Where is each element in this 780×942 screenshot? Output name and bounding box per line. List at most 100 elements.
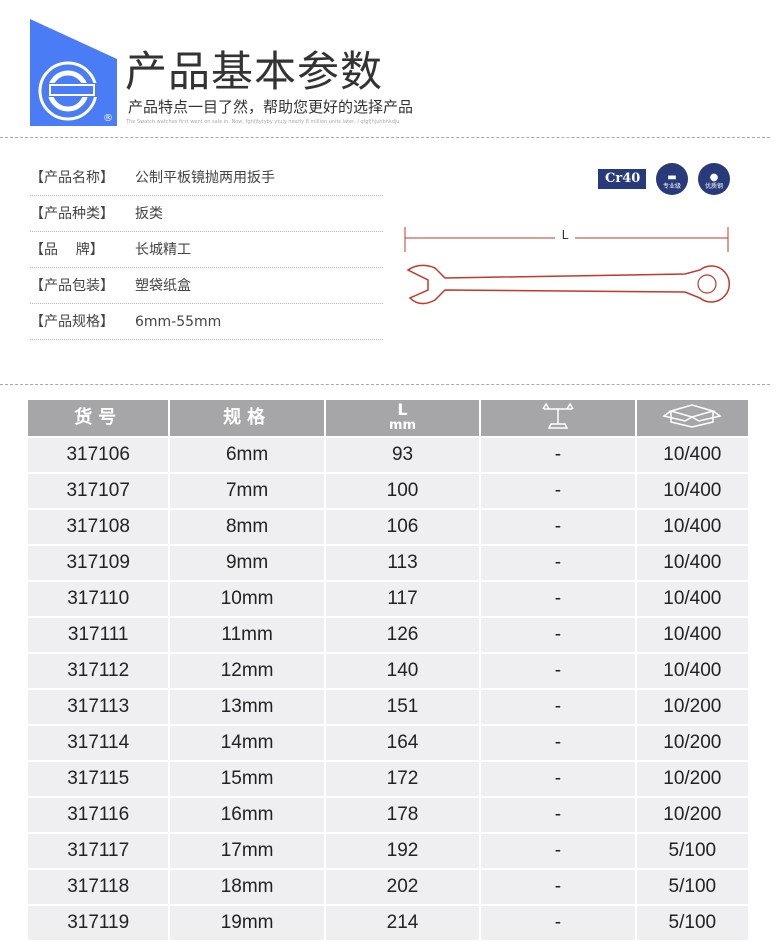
dimension-label: L xyxy=(562,228,569,242)
cell-length: 106 xyxy=(325,510,480,544)
cell-length: 117 xyxy=(325,582,480,616)
info-key: 【品 牌】 xyxy=(30,241,104,258)
table-row: 317117 17mm 192-5/100 xyxy=(28,834,748,868)
cell-size: 6mm xyxy=(170,438,324,472)
cell-part-number: 317113 xyxy=(28,690,169,724)
cell-part-number: 317119 xyxy=(28,906,169,940)
pro-grade-badge: ▬ 专业级 xyxy=(656,163,688,195)
cell-packaging: 10/200 xyxy=(636,726,748,760)
cell-length: 151 xyxy=(325,690,480,724)
length-unit: mm xyxy=(388,418,417,433)
divider xyxy=(0,137,770,138)
cell-part-number: 317115 xyxy=(28,762,169,796)
cell-part-number: 317112 xyxy=(28,654,169,688)
info-row: 【产品种类】 扳类 xyxy=(30,196,383,232)
cell-length: 178 xyxy=(325,798,480,832)
cell-length: 214 xyxy=(325,906,480,940)
cell-size: 9mm xyxy=(170,546,324,580)
table-row: 317107 7mm 100-10/400 xyxy=(28,474,748,508)
cell-packaging: 5/100 xyxy=(636,870,748,904)
table-row: 317109 9mm 113-10/400 xyxy=(28,546,748,580)
cell-packaging: 10/400 xyxy=(636,618,748,652)
cell-size: 10mm xyxy=(170,582,324,616)
cell-part-number: 317118 xyxy=(28,870,169,904)
table-row: 317115 15mm 172-10/200 xyxy=(28,762,748,796)
cell-packaging: 10/200 xyxy=(636,690,748,724)
cell-length: 126 xyxy=(325,618,480,652)
material-badge: Cr40 xyxy=(598,169,646,189)
info-key: 【产品名称】 xyxy=(30,169,114,186)
cell-packaging: 10/200 xyxy=(636,762,748,796)
cell-weight: - xyxy=(481,906,635,940)
brand-logo: ® xyxy=(30,19,117,126)
table-row: 317116 16mm 178-10/200 xyxy=(28,798,748,832)
product-info: 【产品名称】 公制平板镜抛两用扳手 【产品种类】 扳类 【品 牌】 长城精工 【产品包… xyxy=(30,160,383,340)
col-weight xyxy=(481,400,635,436)
cell-weight: - xyxy=(481,762,635,796)
cell-size: 15mm xyxy=(170,762,324,796)
cell-packaging: 10/400 xyxy=(636,438,748,472)
cell-size: 7mm xyxy=(170,474,324,508)
table-row: 317114 14mm 164-10/200 xyxy=(28,726,748,760)
cell-part-number: 317106 xyxy=(28,438,169,472)
cell-weight: - xyxy=(481,510,635,544)
car-icon: ▬ xyxy=(667,172,677,183)
info-value: 扳类 xyxy=(135,205,163,222)
cell-part-number: 317114 xyxy=(28,726,169,760)
cell-part-number: 317111 xyxy=(28,618,169,652)
table-row: 317118 18mm 202-5/100 xyxy=(28,870,748,904)
cell-packaging: 10/400 xyxy=(636,546,748,580)
cell-length: 164 xyxy=(325,726,480,760)
cell-size: 18mm xyxy=(170,870,324,904)
quality-steel-badge: ● 优质钢 xyxy=(698,163,730,195)
fine-print: The Swatch watches first went on sale in… xyxy=(126,119,400,125)
info-row: 【品 牌】 长城精工 xyxy=(30,232,383,268)
length-label: L xyxy=(397,400,408,419)
cell-size: 17mm xyxy=(170,834,324,868)
cell-packaging: 5/100 xyxy=(636,906,748,940)
info-row: 【产品规格】 6mm-55mm xyxy=(30,304,383,340)
cell-part-number: 317116 xyxy=(28,798,169,832)
info-value: 公制平板镜抛两用扳手 xyxy=(135,169,275,186)
cell-weight: - xyxy=(481,474,635,508)
cell-length: 192 xyxy=(325,834,480,868)
info-row: 【产品名称】 公制平板镜抛两用扳手 xyxy=(30,160,383,196)
cell-size: 14mm xyxy=(170,726,324,760)
balance-icon xyxy=(542,402,574,429)
page-title: 产品基本参数 xyxy=(125,47,384,96)
badge-label: 优质钢 xyxy=(704,183,723,190)
info-value: 6mm-55mm xyxy=(135,313,222,330)
badge-label: 专业级 xyxy=(662,183,681,190)
table-row: 317110 10mm 117-10/400 xyxy=(28,582,748,616)
col-part-number: 货号 xyxy=(28,400,169,436)
page-subtitle: 产品特点一目了然，帮助您更好的选择产品 xyxy=(128,98,414,116)
table-row: 317112 12mm 140-10/400 xyxy=(28,654,748,688)
cell-length: 100 xyxy=(325,474,480,508)
cell-packaging: 10/400 xyxy=(636,474,748,508)
cell-part-number: 317107 xyxy=(28,474,169,508)
cell-packaging: 10/200 xyxy=(636,798,748,832)
box-icon xyxy=(662,404,723,428)
info-value: 塑袋纸盒 xyxy=(135,277,191,294)
cell-weight: - xyxy=(481,798,635,832)
cell-weight: - xyxy=(481,618,635,652)
table-row: 317113 13mm 151-10/200 xyxy=(28,690,748,724)
info-key: 【产品包装】 xyxy=(30,277,114,294)
cell-length: 113 xyxy=(325,546,480,580)
cell-weight: - xyxy=(481,726,635,760)
cell-packaging: 10/400 xyxy=(636,510,748,544)
cell-length: 140 xyxy=(325,654,480,688)
feature-badges: Cr40 ▬ 专业级 ● 优质钢 xyxy=(598,163,730,195)
info-row: 【产品包装】 塑袋纸盒 xyxy=(30,268,383,304)
cell-weight: - xyxy=(481,654,635,688)
cell-size: 8mm xyxy=(170,510,324,544)
cell-part-number: 317108 xyxy=(28,510,169,544)
cell-weight: - xyxy=(481,690,635,724)
cell-packaging: 10/400 xyxy=(636,654,748,688)
table-row: 317111 11mm 126-10/400 xyxy=(28,618,748,652)
cell-weight: - xyxy=(481,546,635,580)
col-size: 规格 xyxy=(170,400,324,436)
